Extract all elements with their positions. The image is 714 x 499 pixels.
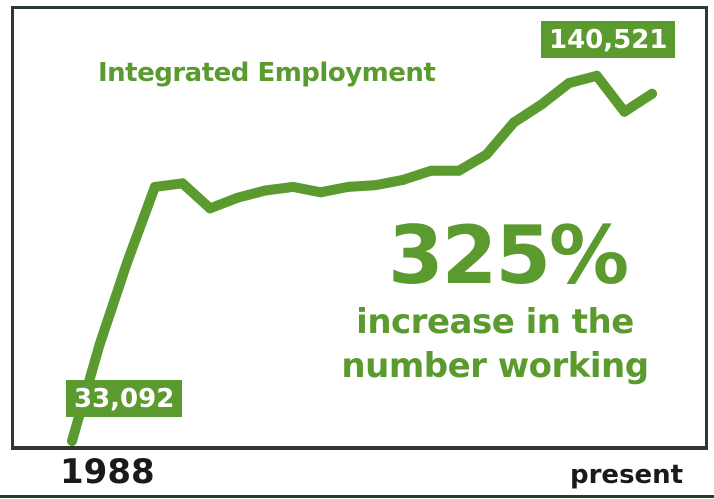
data-point (67, 436, 77, 446)
data-point (94, 339, 105, 350)
x-end-label: present (570, 460, 684, 490)
data-point (205, 203, 216, 214)
percent-caption: increase in the number working (330, 300, 660, 388)
data-point (122, 257, 133, 268)
percent-increase: 325% (388, 209, 629, 302)
series-line (67, 70, 657, 446)
x-start-label: 1988 (60, 452, 155, 492)
data-point (536, 99, 547, 110)
caption-line-1: increase in the (356, 302, 634, 342)
data-point (426, 165, 436, 176)
data-point (149, 181, 160, 192)
data-point (564, 78, 575, 88)
data-point (591, 70, 602, 81)
data-point (508, 117, 519, 128)
frame-bottom-border (0, 495, 714, 498)
series-name-label: Integrated Employment (98, 58, 436, 88)
data-point (370, 180, 381, 191)
x-axis-line (11, 446, 708, 450)
start-value-label: 33,092 (66, 380, 183, 417)
data-point (288, 181, 298, 192)
data-point (453, 165, 464, 176)
data-point (619, 106, 630, 117)
data-point (647, 88, 657, 99)
data-point (177, 178, 188, 189)
data-point (343, 181, 354, 192)
caption-line-2: number working (341, 346, 649, 386)
end-value-label: 140,521 (541, 21, 676, 58)
chart-frame (11, 6, 708, 447)
data-point (315, 187, 326, 198)
series-points (67, 70, 657, 446)
data-point (481, 149, 492, 160)
data-point (260, 185, 271, 196)
data-point (398, 174, 409, 185)
data-point (232, 192, 243, 203)
